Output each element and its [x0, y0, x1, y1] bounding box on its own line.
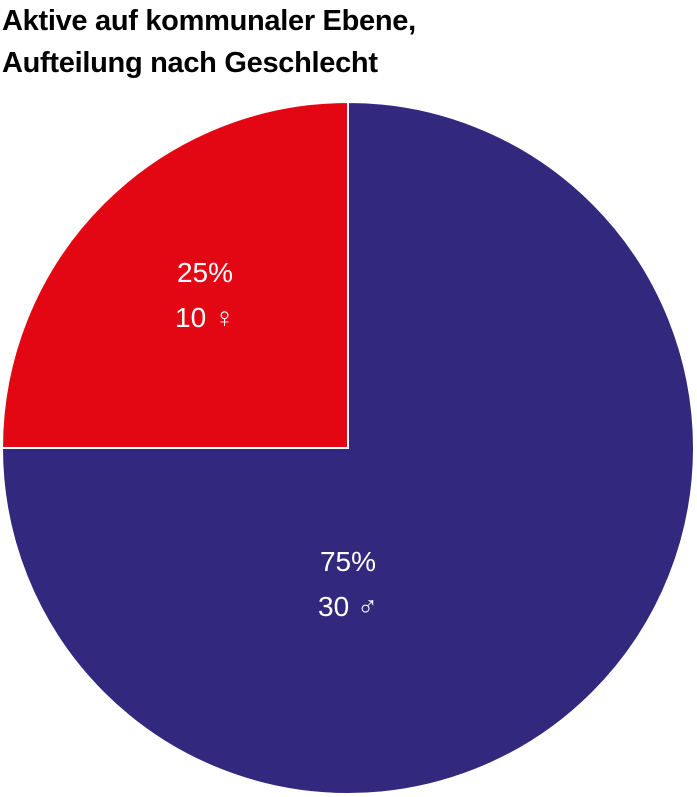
- slice-percent-label-female: 25%: [177, 257, 233, 288]
- pie-slice-male: [0, 100, 695, 795]
- pie-slice-female: [0, 100, 349, 449]
- slice-percent-label-male: 75%: [320, 546, 376, 577]
- chart-title-line-2: Aufteilung nach Geschlecht: [2, 47, 378, 79]
- chart-title-line-1: Aktive auf kommunaler Ebene,: [2, 5, 416, 37]
- slice-count-label-female: 10 ♀: [175, 302, 235, 333]
- chart-title: Aktive auf kommunaler Ebene, Aufteilung …: [2, 0, 692, 84]
- slice-count-label-male: 30 ♂: [318, 591, 378, 622]
